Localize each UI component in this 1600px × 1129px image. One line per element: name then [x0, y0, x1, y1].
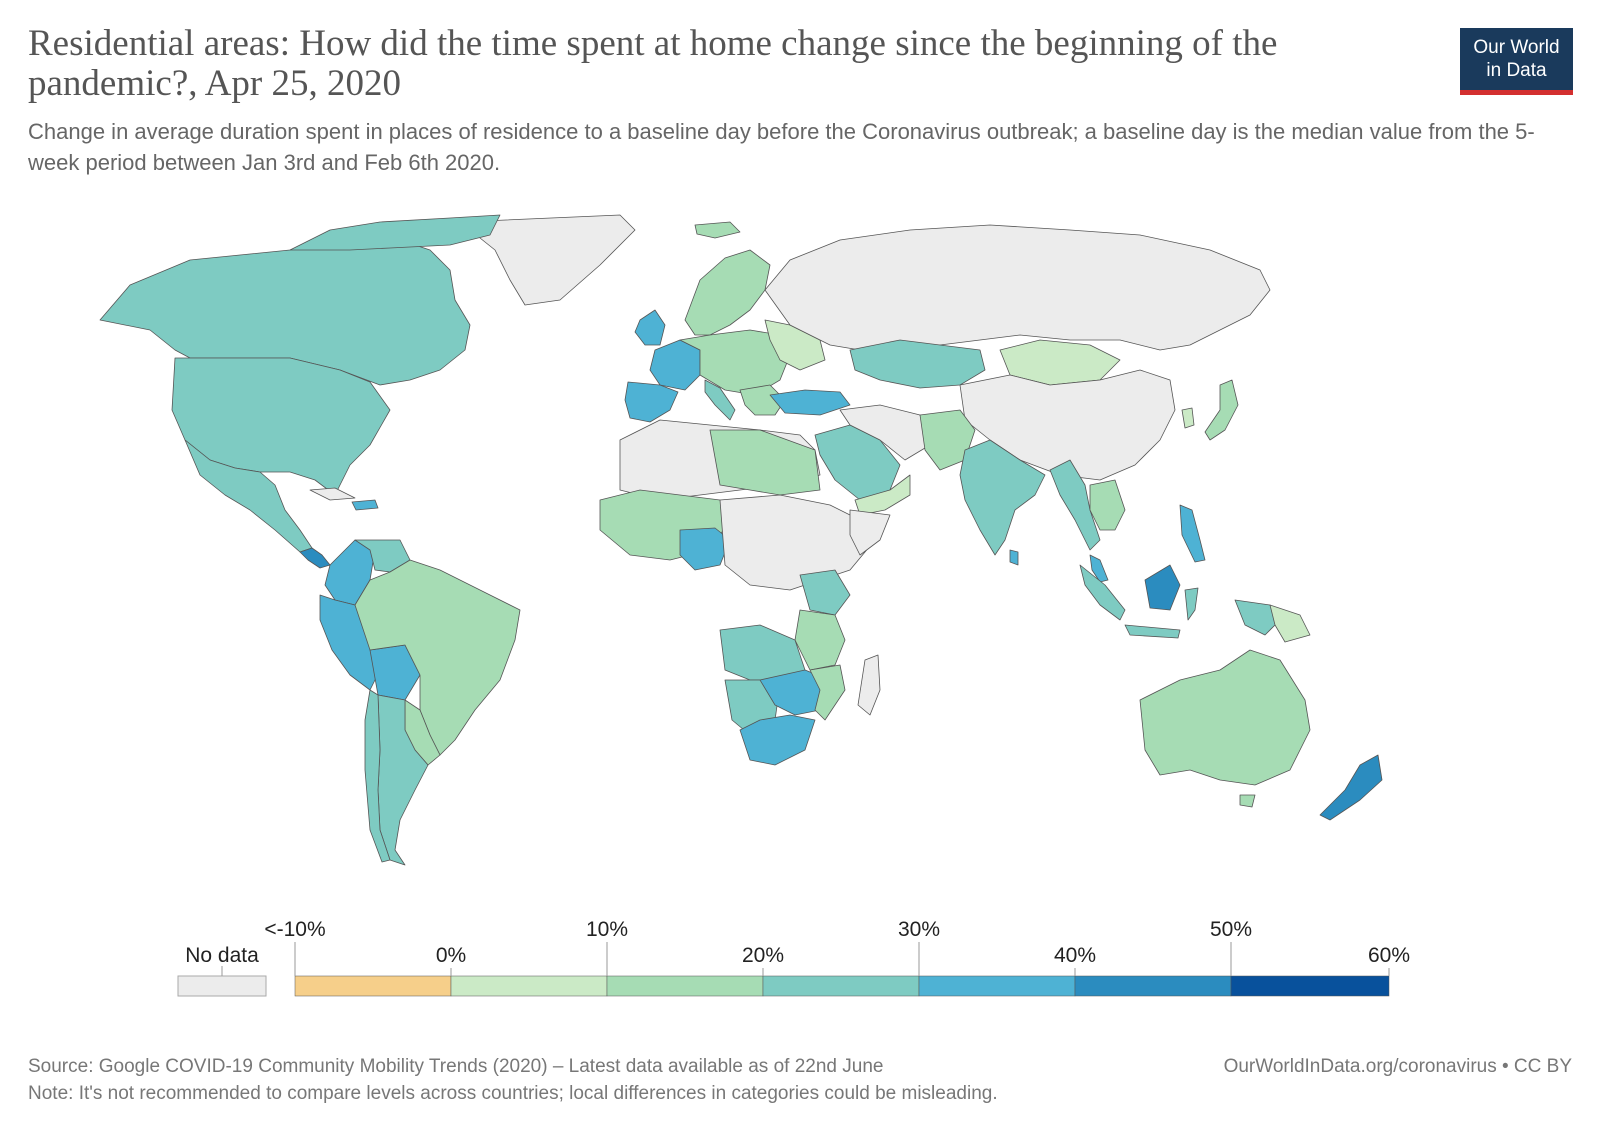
- iceland[interactable]: [694, 221, 741, 239]
- legend-tick-upper-2: 10%: [586, 918, 628, 941]
- legend-tick-lower-2: 20%: [742, 944, 784, 967]
- mexico[interactable]: [184, 439, 313, 553]
- footer-note: Note: It's not recommended to compare le…: [28, 1083, 998, 1104]
- sri-lanka[interactable]: [1009, 549, 1019, 566]
- central-europe[interactable]: [679, 329, 791, 396]
- greenland[interactable]: [459, 214, 636, 306]
- japan[interactable]: [1204, 379, 1239, 441]
- logo-line-2: in Data: [1486, 60, 1547, 81]
- legend-no-data-swatch: [177, 975, 267, 997]
- legend-bin-7: [1230, 975, 1390, 997]
- footer-link[interactable]: OurWorldInData.org/coronavirus • CC BY: [1223, 1056, 1572, 1077]
- kenya-uganda[interactable]: [799, 569, 851, 616]
- south-africa[interactable]: [739, 714, 816, 766]
- central-africa[interactable]: [719, 494, 876, 591]
- egypt-libya[interactable]: [709, 429, 821, 496]
- legend-tick-lower-3: 40%: [1054, 944, 1096, 967]
- vietnam-laos[interactable]: [1089, 479, 1126, 531]
- png[interactable]: [1269, 604, 1311, 643]
- legend-bins: [294, 975, 1390, 997]
- legend-tick-upper-1: <-10%: [264, 918, 325, 941]
- india[interactable]: [959, 439, 1046, 556]
- legend-bin-1: [294, 975, 452, 997]
- malaysia-peninsula[interactable]: [1089, 554, 1109, 583]
- mozambique[interactable]: [809, 664, 846, 721]
- south-korea[interactable]: [1181, 407, 1195, 429]
- legend-bin-6: [1074, 975, 1232, 997]
- legend-tick-upper-4: 50%: [1210, 918, 1252, 941]
- cuba[interactable]: [309, 487, 356, 501]
- new-zealand[interactable]: [1319, 754, 1383, 821]
- legend-bin-5: [918, 975, 1076, 997]
- borneo[interactable]: [1144, 564, 1181, 611]
- tasmania[interactable]: [1239, 794, 1256, 808]
- legend-bin-4: [762, 975, 920, 997]
- footer: Source: Google COVID-19 Community Mobili…: [28, 1053, 1572, 1107]
- logo-line-1: Our World: [1473, 37, 1560, 58]
- philippines[interactable]: [1179, 504, 1206, 563]
- chart-subtitle: Change in average duration spent in plac…: [28, 119, 1535, 175]
- spain-portugal[interactable]: [624, 381, 679, 423]
- owid-logo[interactable]: Our World in Data: [1460, 28, 1573, 95]
- australia[interactable]: [1139, 649, 1311, 786]
- legend-no-data-label: No data: [185, 944, 259, 967]
- world-map: [99, 214, 1383, 866]
- uk-ireland[interactable]: [634, 309, 666, 346]
- horn-of-africa[interactable]: [849, 509, 891, 556]
- turkey[interactable]: [769, 389, 851, 416]
- sulawesi[interactable]: [1184, 587, 1199, 621]
- madagascar[interactable]: [857, 654, 881, 716]
- nigeria[interactable]: [679, 527, 731, 571]
- legend-tick-upper-3: 30%: [898, 918, 940, 941]
- legend-tick-lower-4: 60%: [1368, 944, 1410, 967]
- new-guinea[interactable]: [1234, 599, 1281, 636]
- kazakhstan[interactable]: [849, 339, 986, 389]
- chart-title: Residential areas: How did the time spen…: [28, 23, 1278, 104]
- legend-tick-lower-1: 0%: [436, 944, 466, 967]
- myanmar-thailand[interactable]: [1049, 459, 1101, 551]
- footer-source: Source: Google COVID-19 Community Mobili…: [28, 1056, 884, 1077]
- arctic-islands[interactable]: [289, 214, 501, 251]
- italy[interactable]: [704, 379, 736, 421]
- sumatra-java[interactable]: [1079, 564, 1181, 639]
- chile[interactable]: [364, 689, 391, 863]
- balkans[interactable]: [739, 384, 786, 416]
- brazil[interactable]: [354, 559, 521, 756]
- legend-bin-2: [450, 975, 608, 997]
- legend-bin-3: [606, 975, 764, 997]
- hispaniola[interactable]: [351, 499, 379, 511]
- iran-iraq[interactable]: [839, 404, 931, 461]
